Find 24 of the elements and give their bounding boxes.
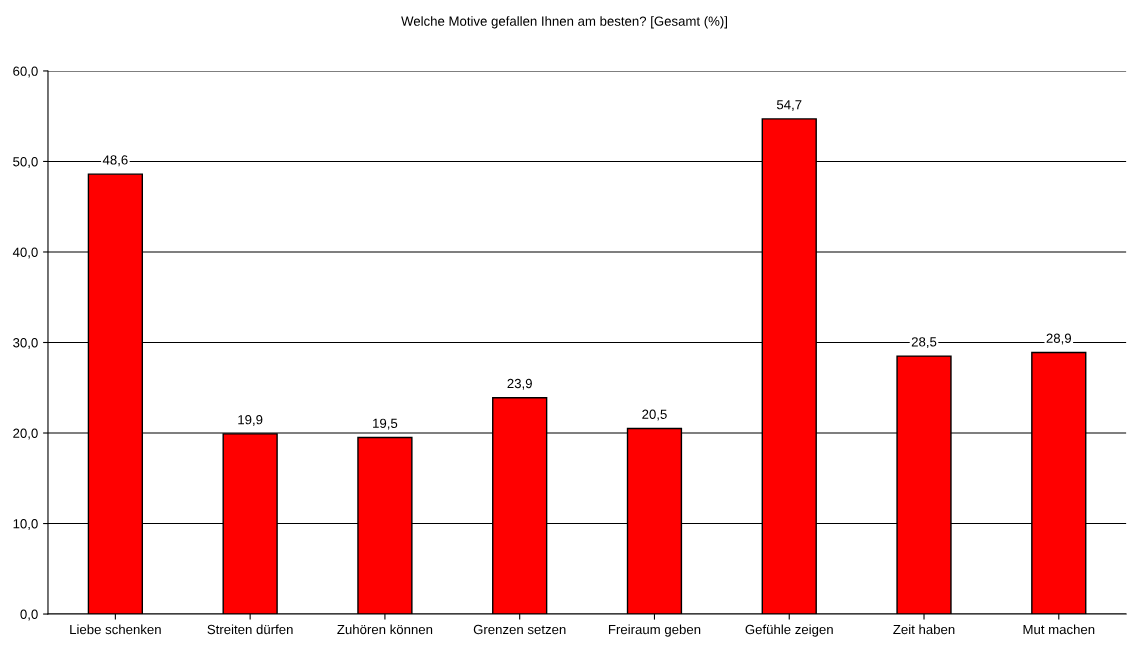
y-tick-label: 40,0 — [12, 247, 38, 259]
x-tick-label: Mut machen — [1023, 624, 1095, 635]
x-tick-label: Liebe schenken — [70, 624, 161, 635]
x-tick-label: Gefühle zeigen — [745, 624, 833, 637]
y-tick-label: 20,0 — [13, 428, 38, 440]
x-tick-label: Freiraum geben — [608, 624, 701, 637]
x-tick-label: Zuhören können — [337, 624, 433, 635]
data-label: 48,6 — [102, 155, 128, 167]
data-label: 28,9 — [1046, 333, 1072, 345]
data-label: 28,5 — [911, 337, 937, 349]
y-tick-label: 60,0 — [13, 66, 38, 78]
data-label: 20,5 — [642, 409, 667, 421]
x-tick-label: Zeit haben — [893, 624, 955, 635]
data-label: 23,9 — [507, 378, 532, 390]
y-tick-label: 10,0 — [13, 519, 38, 530]
y-tick-label: 30,0 — [13, 338, 38, 349]
y-tick-label: 0,0 — [20, 609, 38, 621]
data-label: 54,7 — [776, 100, 802, 111]
y-tick-label: 50,0 — [13, 157, 38, 168]
chart-title: Welche Motive gefallen Ihnen am besten? [Gesamt (%)] — [401, 16, 727, 29]
data-label: 19,5 — [373, 418, 398, 430]
data-label: 19,9 — [238, 415, 263, 426]
x-tick-label: Streiten dürfen — [207, 624, 293, 635]
x-tick-label: Grenzen setzen — [473, 624, 566, 635]
